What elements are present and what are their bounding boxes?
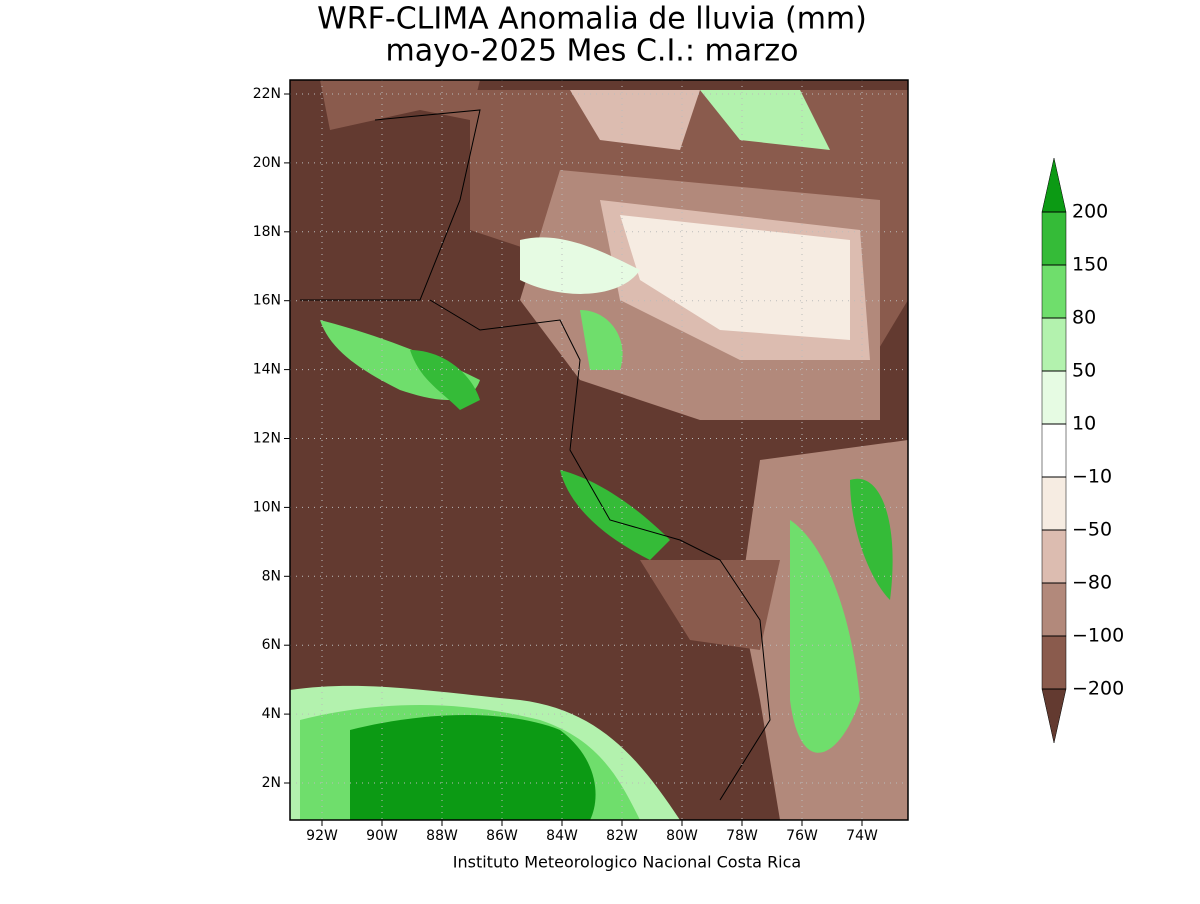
lat-label: 18N: [253, 224, 281, 240]
lon-label: 90W: [366, 828, 398, 844]
lat-label: 2N: [262, 775, 281, 791]
colorbar-label: −200: [1072, 678, 1124, 700]
colorbar: 200 150 80 50 10 −10 −50 −80 −100 −200: [1041, 157, 1124, 744]
lon-label: 78W: [726, 828, 758, 844]
lon-label: 86W: [486, 828, 518, 844]
map-frame: [289, 79, 909, 821]
lat-label: 6N: [262, 637, 281, 653]
title: WRF-CLIMA Anomalia de lluvia (mm): [317, 2, 867, 37]
lon-label: 76W: [786, 828, 818, 844]
colorbar-segment: [1041, 264, 1067, 319]
colorbar-segment: [1041, 476, 1067, 531]
colorbar-label: 200: [1072, 201, 1108, 223]
colorbar-label: −80: [1072, 572, 1112, 594]
lat-label: 4N: [262, 706, 281, 722]
colorbar-label: −50: [1072, 519, 1112, 541]
lat-label: 16N: [253, 293, 281, 309]
map-field: [290, 80, 908, 820]
lat-label: 20N: [253, 155, 281, 171]
lon-label: 82W: [606, 828, 638, 844]
lat-label: 12N: [253, 431, 281, 447]
lat-label: 22N: [253, 86, 281, 102]
colorbar-segment: [1041, 582, 1067, 637]
colorbar-label: −100: [1072, 625, 1124, 647]
colorbar-label: 150: [1072, 254, 1108, 276]
lat-label: 10N: [253, 499, 281, 515]
colorbar-segment: [1041, 317, 1067, 372]
colorbar-arrow: [1041, 688, 1067, 744]
graticule: 92W 90W 88W 86W 84W 82W 80W 78W 76W 74W 22N 20N 18N 1…: [253, 80, 908, 844]
colorbar-segment: [1041, 529, 1067, 584]
colorbar-segment: [1041, 211, 1067, 266]
footer: Instituto Meteorologico Nacional Costa R…: [453, 853, 801, 872]
colorbar-label: −10: [1072, 466, 1112, 488]
colorbar-segment: [1041, 423, 1067, 478]
colorbar-label: 10: [1072, 413, 1096, 435]
colorbar-segment: [1041, 635, 1067, 690]
lon-label: 84W: [546, 828, 578, 844]
lon-label: 88W: [426, 828, 458, 844]
subtitle: mayo-2025 Mes C.I.: marzo: [385, 34, 798, 69]
colorbar-label: 80: [1072, 307, 1096, 329]
lat-label: 14N: [253, 362, 281, 378]
colorbar-segment: [1041, 370, 1067, 425]
colorbar-arrow: [1041, 157, 1067, 213]
lon-label: 80W: [666, 828, 698, 844]
lon-label: 92W: [306, 828, 338, 844]
lon-label: 74W: [846, 828, 878, 844]
lat-label: 8N: [262, 568, 281, 584]
colorbar-label: 50: [1072, 360, 1096, 382]
